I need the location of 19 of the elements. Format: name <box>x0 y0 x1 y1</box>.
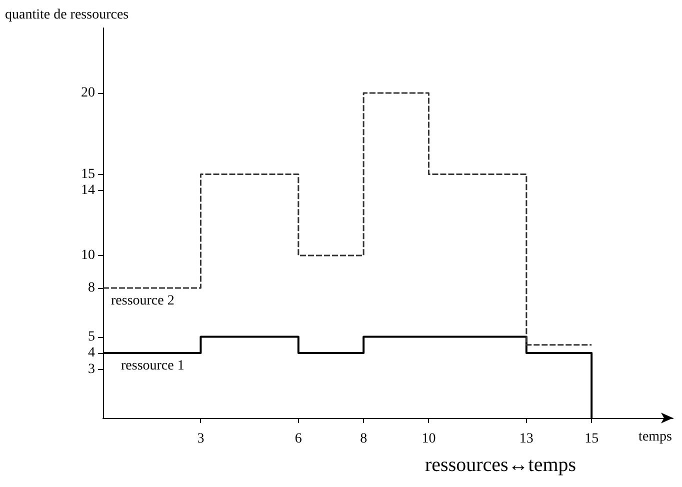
y-tick-label: 14 <box>81 183 95 198</box>
series-label: ressource 2 <box>111 294 174 308</box>
y-tick-label: 20 <box>81 86 95 100</box>
y-tick-label: 10 <box>81 248 95 263</box>
y-tick-label: 8 <box>88 280 95 296</box>
y-tick-label: 5 <box>88 329 95 344</box>
y-axis-title: quantite de ressources <box>5 8 129 22</box>
series-label: ressource 1 <box>121 358 184 374</box>
y-tick-label: 4 <box>88 346 95 360</box>
x-tick-label: 8 <box>360 432 368 446</box>
y-tick-label: 3 <box>88 362 95 377</box>
text: ressources↔temps <box>425 454 576 476</box>
x-tick-label: 13 <box>519 432 534 446</box>
x-tick-label: 15 <box>584 432 599 446</box>
x-tick-label: 6 <box>294 432 302 446</box>
x-tick-label: 10 <box>422 432 436 446</box>
x-tick-label: 3 <box>197 432 204 446</box>
y-tick-label: 15 <box>81 166 95 182</box>
x-axis-title: temps <box>638 430 672 444</box>
